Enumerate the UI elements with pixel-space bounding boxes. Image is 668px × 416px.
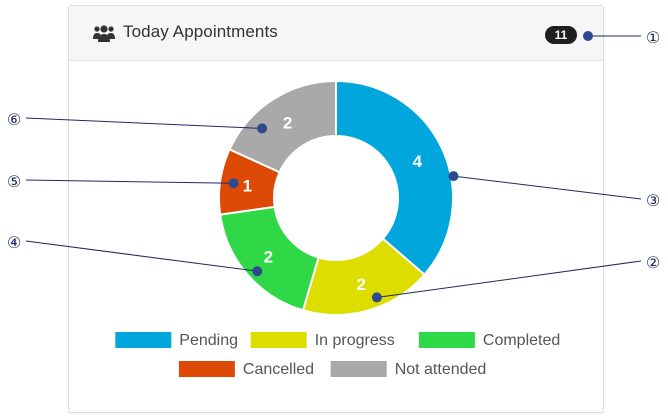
callout-dot <box>583 31 593 41</box>
legend-swatch-completed <box>418 332 475 348</box>
legend-label-completed: Completed <box>483 332 560 349</box>
callout-line <box>453 175 642 200</box>
callout-dot <box>257 123 268 134</box>
callout-dot <box>448 171 459 182</box>
callout-marker-4: ④ <box>7 233 21 252</box>
callout-line <box>25 117 263 129</box>
callout-marker-2: ② <box>646 253 660 272</box>
callout-line <box>25 240 258 272</box>
callout-line <box>25 179 234 184</box>
donut-slice-not-attended[interactable] <box>228 79 337 174</box>
callout-dot <box>371 292 382 303</box>
legend-label-in-progress: In progress <box>315 332 395 349</box>
slice-value-in-progress: 2 <box>356 275 365 294</box>
callout-dot <box>252 266 263 277</box>
legend-item-cancelled[interactable]: Cancelled <box>178 361 314 378</box>
callout-marker-6: ⑥ <box>7 110 21 129</box>
slice-value-cancelled: 1 <box>243 176 252 195</box>
legend-swatch-in-progress <box>250 332 307 348</box>
slice-value-not-attended: 2 <box>283 114 292 133</box>
appointment-count-badge: 11 <box>545 26 577 44</box>
callout-marker-3: ③ <box>646 191 660 210</box>
callout-marker-1: ① <box>646 28 660 47</box>
legend-label-pending: Pending <box>179 332 238 349</box>
legend-item-pending[interactable]: Pending <box>115 332 238 349</box>
legend-label-cancelled: Cancelled <box>243 361 314 378</box>
slice-value-pending: 4 <box>413 152 423 171</box>
legend-swatch-pending <box>115 332 172 348</box>
legend-item-completed[interactable]: Completed <box>418 332 560 349</box>
callout-line <box>376 260 642 298</box>
legend-item-not-attended[interactable]: Not attended <box>330 361 487 378</box>
callout-dot <box>228 178 239 189</box>
slice-value-completed: 2 <box>264 248 273 267</box>
legend-item-in-progress[interactable]: In progress <box>250 332 395 349</box>
legend-swatch-not-attended <box>330 361 387 377</box>
donut-slice-pending[interactable] <box>335 79 454 277</box>
callout-marker-5: ⑤ <box>7 172 21 191</box>
panel-header: Today Appointments 11 <box>69 6 603 61</box>
legend-swatch-cancelled <box>178 361 235 377</box>
legend-label-not-attended: Not attended <box>395 361 487 378</box>
panel-title: Today Appointments <box>123 22 278 41</box>
users-icon <box>93 25 115 42</box>
